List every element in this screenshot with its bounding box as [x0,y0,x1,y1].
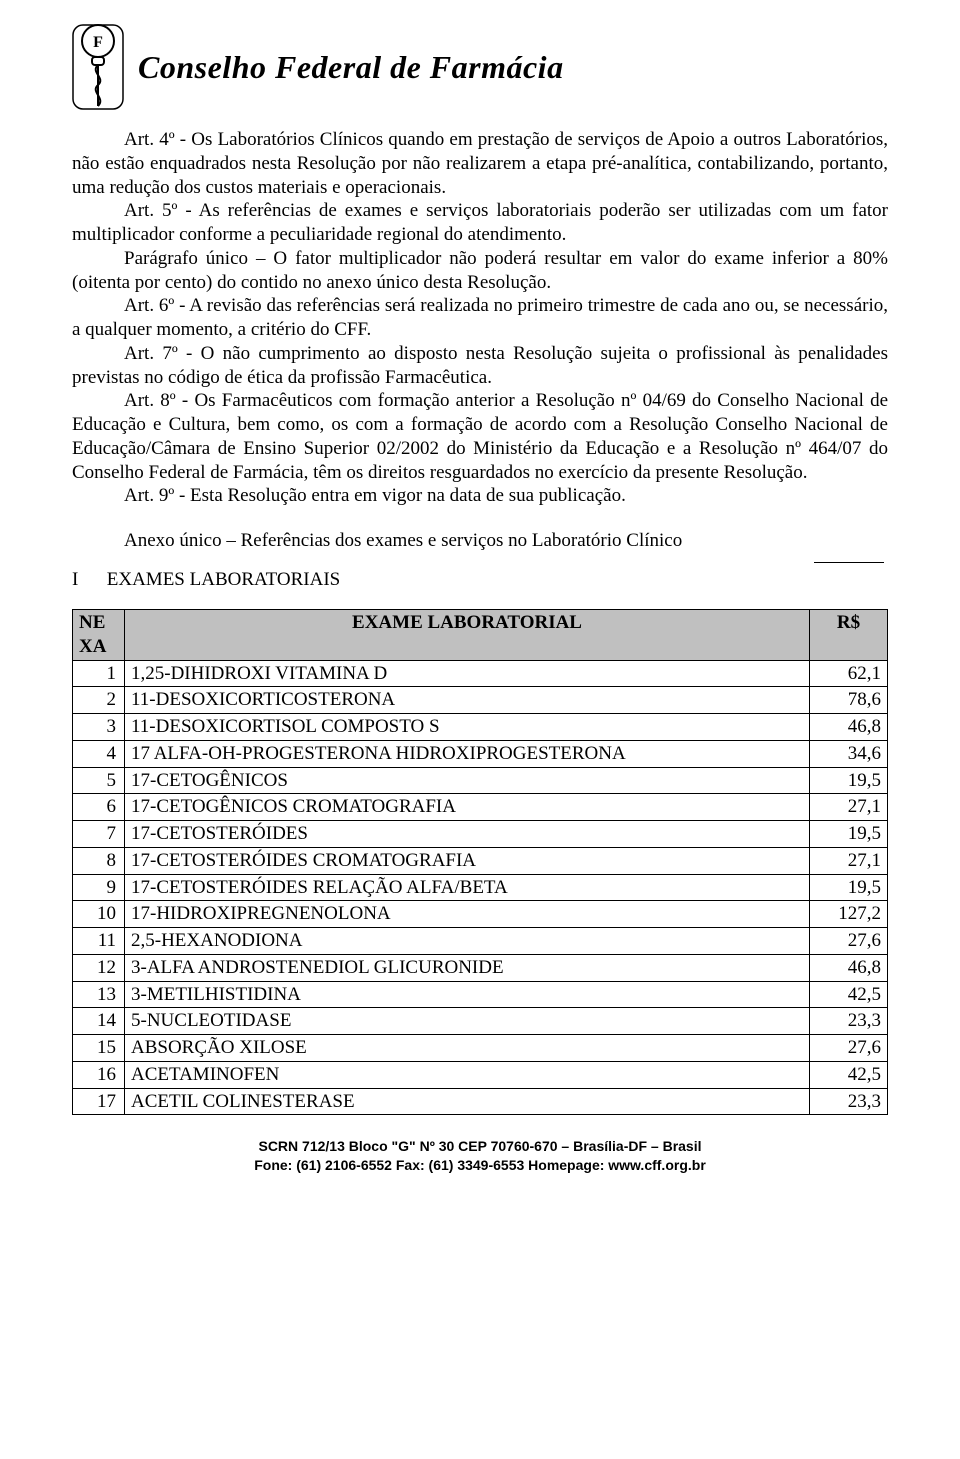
cell-id: 8 [73,847,125,874]
cell-id: 13 [73,981,125,1008]
cell-id: 3 [73,714,125,741]
table-row: 15ABSORÇÃO XILOSE27,6 [73,1035,888,1062]
table-header-row: NE XA EXAME LABORATORIAL R$ [73,610,888,661]
cell-price: 46,8 [810,714,888,741]
cell-name: 3-METILHISTIDINA [125,981,810,1008]
table-row: 517-CETOGÊNICOS19,5 [73,767,888,794]
cell-price: 34,6 [810,740,888,767]
cell-name: 2,5-HEXANODIONA [125,928,810,955]
table-row: 123-ALFA ANDROSTENEDIOL GLICURONIDE46,8 [73,954,888,981]
resolution-body: Art. 4º - Os Laboratórios Clínicos quand… [72,128,888,508]
cell-price: 127,2 [810,901,888,928]
cell-price: 19,5 [810,821,888,848]
cell-name: 17-CETOSTERÓIDES CROMATOGRAFIA [125,847,810,874]
org-title: Conselho Federal de Farmácia [138,49,564,86]
exam-table: NE XA EXAME LABORATORIAL R$ 11,25-DIHIDR… [72,609,888,1115]
cell-name: 17 ALFA-OH-PROGESTERONA HIDROXIPROGESTER… [125,740,810,767]
cell-name: 17-CETOSTERÓIDES [125,821,810,848]
cell-name: ACETAMINOFEN [125,1061,810,1088]
table-row: 17ACETIL COLINESTERASE23,3 [73,1088,888,1115]
cell-id: 14 [73,1008,125,1035]
cell-price: 19,5 [810,874,888,901]
page-footer: SCRN 712/13 Bloco "G" Nº 30 CEP 70760-67… [72,1137,888,1175]
cell-id: 4 [73,740,125,767]
cell-id: 15 [73,1035,125,1062]
section-roman: I [72,569,102,591]
cell-price: 62,1 [810,660,888,687]
table-body: 11,25-DIHIDROXI VITAMINA D62,1211-DESOXI… [73,660,888,1115]
cell-price: 27,1 [810,847,888,874]
col-header-id: NE XA [73,610,125,661]
paragraph-art5: Art. 5º - As referências de exames e ser… [72,199,888,247]
section-heading: I EXAMES LABORATORIAIS [72,569,888,591]
table-row: 717-CETOSTERÓIDES19,5 [73,821,888,848]
cell-price: 23,3 [810,1008,888,1035]
divider-short [814,562,884,563]
table-row: 11,25-DIHIDROXI VITAMINA D62,1 [73,660,888,687]
cell-price: 42,5 [810,1061,888,1088]
table-row: 133-METILHISTIDINA42,5 [73,981,888,1008]
cell-id: 9 [73,874,125,901]
cell-price: 23,3 [810,1088,888,1115]
cell-id: 10 [73,901,125,928]
cell-name: 17-CETOSTERÓIDES RELAÇÃO ALFA/BETA [125,874,810,901]
col-header-price: R$ [810,610,888,661]
paragraph-art9: Art. 9º - Esta Resolução entra em vigor … [72,484,888,508]
table-row: 1017-HIDROXIPREGNENOLONA127,2 [73,901,888,928]
cell-name: ABSORÇÃO XILOSE [125,1035,810,1062]
section-text: EXAMES LABORATORIAIS [107,569,340,590]
cell-name: 1,25-DIHIDROXI VITAMINA D [125,660,810,687]
table-row: 211-DESOXICORTICOSTERONA78,6 [73,687,888,714]
paragraph-art4: Art. 4º - Os Laboratórios Clínicos quand… [72,128,888,199]
cell-id: 5 [73,767,125,794]
cff-logo-icon: F [72,24,124,110]
col-header-name: EXAME LABORATORIAL [125,610,810,661]
cell-id: 16 [73,1061,125,1088]
cell-name: 17-CETOGÊNICOS [125,767,810,794]
cell-name: 5-NUCLEOTIDASE [125,1008,810,1035]
cell-price: 19,5 [810,767,888,794]
table-row: 112,5-HEXANODIONA27,6 [73,928,888,955]
cell-name: 17-CETOGÊNICOS CROMATOGRAFIA [125,794,810,821]
cell-price: 27,6 [810,928,888,955]
cell-name: 11-DESOXICORTICOSTERONA [125,687,810,714]
cell-name: 3-ALFA ANDROSTENEDIOL GLICURONIDE [125,954,810,981]
cell-price: 46,8 [810,954,888,981]
cell-id: 7 [73,821,125,848]
table-row: 817-CETOSTERÓIDES CROMATOGRAFIA27,1 [73,847,888,874]
svg-text:F: F [93,34,103,51]
table-row: 417 ALFA-OH-PROGESTERONA HIDROXIPROGESTE… [73,740,888,767]
cell-name: 11-DESOXICORTISOL COMPOSTO S [125,714,810,741]
cell-id: 6 [73,794,125,821]
paragraph-art8: Art. 8º - Os Farmacêuticos com formação … [72,389,888,484]
cell-id: 2 [73,687,125,714]
col-header-id-line1: NE [79,612,105,633]
cell-id: 1 [73,660,125,687]
col-header-id-line2: XA [79,636,106,657]
page-container: F Conselho Federal de Farmácia Art. 4º -… [0,0,960,1215]
table-row: 145-NUCLEOTIDASE23,3 [73,1008,888,1035]
cell-id: 11 [73,928,125,955]
cell-price: 27,6 [810,1035,888,1062]
table-row: 617-CETOGÊNICOS CROMATOGRAFIA27,1 [73,794,888,821]
table-row: 16ACETAMINOFEN42,5 [73,1061,888,1088]
footer-line1: SCRN 712/13 Bloco "G" Nº 30 CEP 70760-67… [72,1137,888,1156]
paragraph-unico: Parágrafo único – O fator multiplicador … [72,247,888,295]
cell-price: 27,1 [810,794,888,821]
cell-id: 17 [73,1088,125,1115]
cell-price: 42,5 [810,981,888,1008]
cell-price: 78,6 [810,687,888,714]
cell-name: 17-HIDROXIPREGNENOLONA [125,901,810,928]
page-header: F Conselho Federal de Farmácia [72,24,888,110]
cell-name: ACETIL COLINESTERASE [125,1088,810,1115]
cell-id: 12 [73,954,125,981]
annex-title: Anexo único – Referências dos exames e s… [72,530,888,552]
paragraph-art6: Art. 6º - A revisão das referências será… [72,294,888,342]
table-row: 311-DESOXICORTISOL COMPOSTO S46,8 [73,714,888,741]
footer-line2: Fone: (61) 2106-6552 Fax: (61) 3349-6553… [72,1156,888,1175]
table-row: 917-CETOSTERÓIDES RELAÇÃO ALFA/BETA19,5 [73,874,888,901]
paragraph-art7: Art. 7º - O não cumprimento ao disposto … [72,342,888,390]
